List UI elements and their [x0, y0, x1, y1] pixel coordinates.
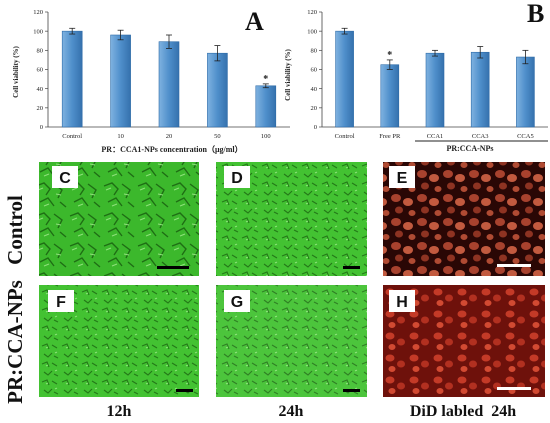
category-label: CCA3 [472, 133, 489, 140]
micrograph-e: E [383, 162, 545, 276]
row-label-pr-cca-nps: PR:CCA-NPs [3, 280, 27, 404]
category-label: CCA1 [427, 133, 444, 140]
panel-letter-c: C [59, 170, 71, 187]
column-label-did-labled-24h: DiD labled 24h [410, 403, 516, 420]
row-label-control: Control [3, 195, 27, 265]
y-tick-label: 0 [314, 124, 317, 131]
scale-bar-h [497, 387, 531, 390]
chart-b-y-label: Cell viability (%) [284, 48, 292, 100]
chart-a-y-label: Cell viability (%) [12, 45, 20, 97]
column-label-12h: 12h [107, 403, 132, 420]
column-label-24h: 24h [279, 403, 304, 420]
bar [470, 51, 490, 128]
micrograph-g: G [216, 285, 367, 397]
micrograph-h: H [383, 285, 545, 397]
scale-bar-c [157, 266, 189, 269]
scale-bar-d [343, 266, 360, 269]
y-tick-label: 80 [37, 48, 44, 55]
y-tick-label: 40 [311, 86, 318, 93]
y-tick-label: 20 [311, 105, 318, 112]
panel-letter-a: A [245, 7, 264, 36]
bar [516, 56, 535, 128]
y-tick-label: 80 [311, 48, 318, 55]
scale-bar-g [343, 389, 360, 392]
bar [335, 30, 354, 128]
chart-b-group-label: PR:CCA-NPs [446, 144, 493, 153]
panel-letter-h: H [396, 294, 408, 311]
panel-letter-d: D [231, 170, 243, 187]
y-tick-label: 40 [37, 86, 44, 93]
category-label: Control [62, 133, 82, 140]
micrograph-c: C [39, 162, 199, 276]
bar [380, 64, 400, 128]
panel-letter-g: G [231, 294, 243, 311]
y-tick-label: 60 [37, 67, 44, 74]
panel-letter-f: F [56, 294, 66, 311]
bar [158, 41, 180, 128]
category-label: CCA5 [517, 133, 534, 140]
scale-bar-e [497, 264, 531, 267]
scale-bar-f [176, 389, 193, 392]
category-label: Control [335, 133, 355, 140]
y-tick-label: 100 [33, 28, 43, 35]
bar [110, 34, 131, 128]
y-tick-label: 20 [37, 105, 44, 112]
chart-b: 0 20 40 60 80 100 120 Control * Free PR CCA1 CCA3 C… [284, 0, 548, 153]
micrograph-f: F [39, 285, 199, 397]
significance-marker: * [387, 50, 392, 61]
y-tick-label: 60 [311, 67, 318, 74]
y-tick-label: 120 [33, 9, 43, 16]
y-tick-label: 100 [307, 28, 317, 35]
y-tick-label: 0 [40, 124, 43, 131]
category-label: 50 [214, 133, 221, 140]
category-label: 20 [166, 133, 173, 140]
category-label: Free PR [379, 133, 401, 140]
chart-a-x-label: PR：CCA1-NPs concentration（μg/ml） [101, 144, 242, 154]
panel-letter-b: B [527, 0, 544, 28]
bar [425, 52, 445, 128]
bar [207, 52, 228, 128]
micrograph-d: D [216, 162, 367, 276]
chart-a: 0 20 40 60 80 100 120 Control 10 20 50 * 100 Cell v… [12, 7, 290, 154]
y-tick-label: 120 [307, 9, 317, 16]
panel-letter-e: E [397, 170, 408, 187]
bar [61, 30, 83, 128]
category-label: 100 [261, 133, 271, 140]
bar [255, 85, 277, 128]
significance-marker: * [263, 74, 268, 85]
category-label: 10 [117, 133, 124, 140]
